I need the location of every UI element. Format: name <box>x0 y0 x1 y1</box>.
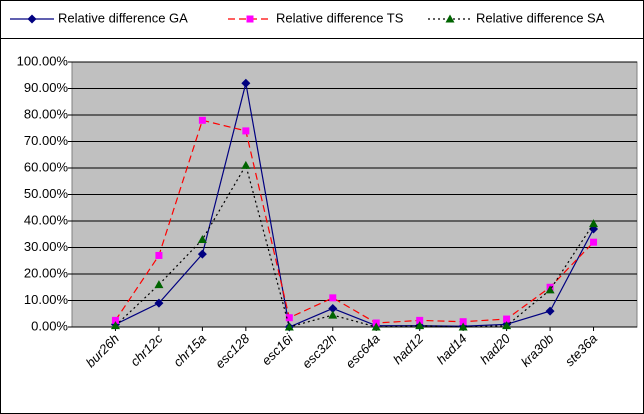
y-tick-label: 80.00% <box>24 106 69 121</box>
data-point <box>154 280 164 289</box>
data-point <box>329 294 337 302</box>
y-tick-label: 100.00% <box>17 53 69 68</box>
data-point <box>241 160 251 169</box>
data-point <box>590 238 598 246</box>
legend-label: Relative difference GA <box>58 10 188 25</box>
legend-label: Relative difference TS <box>276 10 404 25</box>
data-point <box>328 303 338 313</box>
data-point <box>415 321 425 330</box>
y-tick-label: 20.00% <box>24 265 69 280</box>
data-point <box>459 318 467 326</box>
data-point <box>242 127 250 135</box>
y-tick-label: 30.00% <box>24 239 69 254</box>
data-point <box>545 306 555 316</box>
data-point <box>154 298 164 308</box>
legend-marker <box>246 15 254 23</box>
y-tick-label: 60.00% <box>24 159 69 174</box>
data-point <box>503 315 511 323</box>
data-point <box>197 249 207 259</box>
data-point <box>416 316 424 324</box>
y-tick-label: 90.00% <box>24 80 69 95</box>
data-point <box>502 321 512 330</box>
data-point <box>241 78 251 88</box>
legend-label: Relative difference SA <box>476 10 605 25</box>
y-tick-label: 40.00% <box>24 212 69 227</box>
data-point <box>458 322 468 331</box>
y-tick-label: 50.00% <box>24 186 69 201</box>
series-line <box>115 83 595 328</box>
series-line <box>115 163 595 328</box>
legend-marker <box>27 14 37 24</box>
y-tick-label: 0.00% <box>31 318 68 333</box>
data-point <box>111 316 119 324</box>
series-line <box>114 119 594 324</box>
data-point <box>285 314 293 322</box>
data-point <box>155 251 163 259</box>
data-point <box>197 235 207 244</box>
legend-marker <box>445 14 455 23</box>
data-point <box>545 285 555 294</box>
data-point <box>110 321 120 330</box>
data-point <box>371 322 381 331</box>
data-point <box>284 322 294 331</box>
data-point <box>328 310 338 319</box>
data-point <box>198 116 206 124</box>
y-tick-label: 10.00% <box>24 292 69 307</box>
y-tick-label: 70.00% <box>24 133 69 148</box>
data-point <box>589 219 599 228</box>
